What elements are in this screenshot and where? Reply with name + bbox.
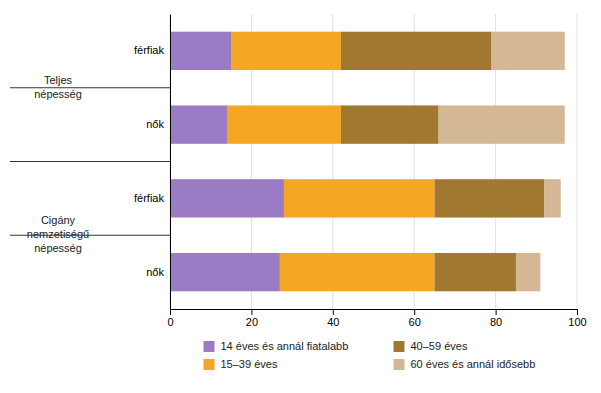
- legend-swatch: [394, 359, 405, 370]
- separators: [10, 88, 170, 236]
- x-axis: 0 20 40 60 80 100: [167, 309, 586, 328]
- bar: [544, 179, 560, 217]
- bar-series: [227, 32, 435, 292]
- bar: [227, 105, 341, 143]
- legend-item: 14 éves és annál fiatalabb: [204, 340, 349, 352]
- bar: [516, 253, 540, 291]
- bar: [341, 32, 492, 70]
- bars: [170, 32, 565, 292]
- x-tick-label: 0: [167, 316, 173, 328]
- chart-svg: 0 20 40 60 80 100 nők férfiak nők férfiak Cigány ne…: [0, 0, 601, 393]
- group-label: Cigány nemzetiségű népesség: [27, 214, 89, 254]
- x-tick-label: 40: [327, 316, 339, 328]
- y-tick-label: nők: [146, 118, 164, 130]
- legend-swatch: [204, 359, 215, 370]
- y-tick: nők: [146, 118, 170, 130]
- x-tick: 100: [568, 309, 586, 328]
- group-label-line: népesség: [34, 88, 82, 100]
- bar: [492, 32, 565, 70]
- x-tick-mark: [170, 309, 171, 315]
- bar: [170, 179, 284, 217]
- legend-label: 14 éves és annál fiatalabb: [221, 340, 349, 352]
- legend: 14 éves és annál fiatalabb 15–39 éves 40–5…: [204, 340, 536, 370]
- legend-item: 60 éves és annál idősebb: [394, 358, 536, 370]
- bar: [341, 105, 439, 143]
- legend-swatch: [204, 341, 215, 352]
- group-label-line: Teljes: [44, 74, 73, 86]
- bar-series: [341, 32, 545, 292]
- x-tick-label: 100: [568, 316, 586, 328]
- bar-series: [439, 32, 565, 292]
- legend-item: 40–59 éves: [394, 340, 468, 352]
- grid-line: [577, 14, 578, 309]
- group-label-line: Cigány: [41, 214, 76, 226]
- x-tick: 20: [246, 309, 258, 328]
- x-tick-label: 20: [246, 316, 258, 328]
- chart-container: 0 20 40 60 80 100 nők férfiak nők férfiak Cigány ne…: [0, 0, 601, 393]
- x-tick-mark: [251, 309, 252, 315]
- y-tick: férfiak: [134, 44, 170, 56]
- y-tick-label: nők: [146, 266, 164, 278]
- separator-line: [10, 161, 170, 162]
- x-axis-line: [171, 310, 578, 316]
- x-tick: 60: [409, 309, 421, 328]
- x-tick: 40: [327, 309, 339, 328]
- bar: [435, 179, 545, 217]
- x-tick-label: 80: [490, 316, 502, 328]
- group-label: Teljes népesség: [34, 74, 82, 100]
- separator-line: [10, 87, 170, 88]
- group-label-line: nemzetiségű: [27, 228, 89, 240]
- bar: [435, 253, 516, 291]
- separator-line: [10, 235, 170, 236]
- x-tick-mark: [333, 309, 334, 315]
- bar: [439, 105, 565, 143]
- bar: [280, 253, 435, 291]
- y-axis-line: [170, 15, 171, 310]
- plot-area: 0 20 40 60 80 100 nők férfiak nők férfiak Cigány ne…: [10, 14, 587, 370]
- y-tick-label: férfiak: [134, 192, 164, 204]
- legend-label: 60 éves és annál idősebb: [411, 358, 536, 370]
- bar: [231, 32, 341, 70]
- group-label-line: népesség: [34, 242, 82, 254]
- x-tick-mark: [414, 309, 415, 315]
- y-tick-label: férfiak: [134, 44, 164, 56]
- x-tick-mark: [496, 309, 497, 315]
- legend-item: 15–39 éves: [204, 358, 278, 370]
- x-tick: 0: [167, 309, 173, 328]
- legend-label: 15–39 éves: [221, 358, 278, 370]
- x-tick: 80: [490, 309, 502, 328]
- legend-swatch: [394, 341, 405, 352]
- bar: [170, 32, 231, 70]
- legend-label: 40–59 éves: [411, 340, 468, 352]
- bar: [170, 253, 280, 291]
- grid: [170, 14, 577, 309]
- y-tick: nők: [146, 266, 170, 278]
- x-tick-label: 60: [409, 316, 421, 328]
- bar-series: [170, 32, 284, 292]
- x-tick-mark: [577, 309, 578, 315]
- y-tick: férfiak: [134, 192, 170, 204]
- bar: [284, 179, 435, 217]
- bar: [170, 105, 227, 143]
- group-labels: Cigány nemzetiségű népesség Teljes népesség: [27, 74, 89, 255]
